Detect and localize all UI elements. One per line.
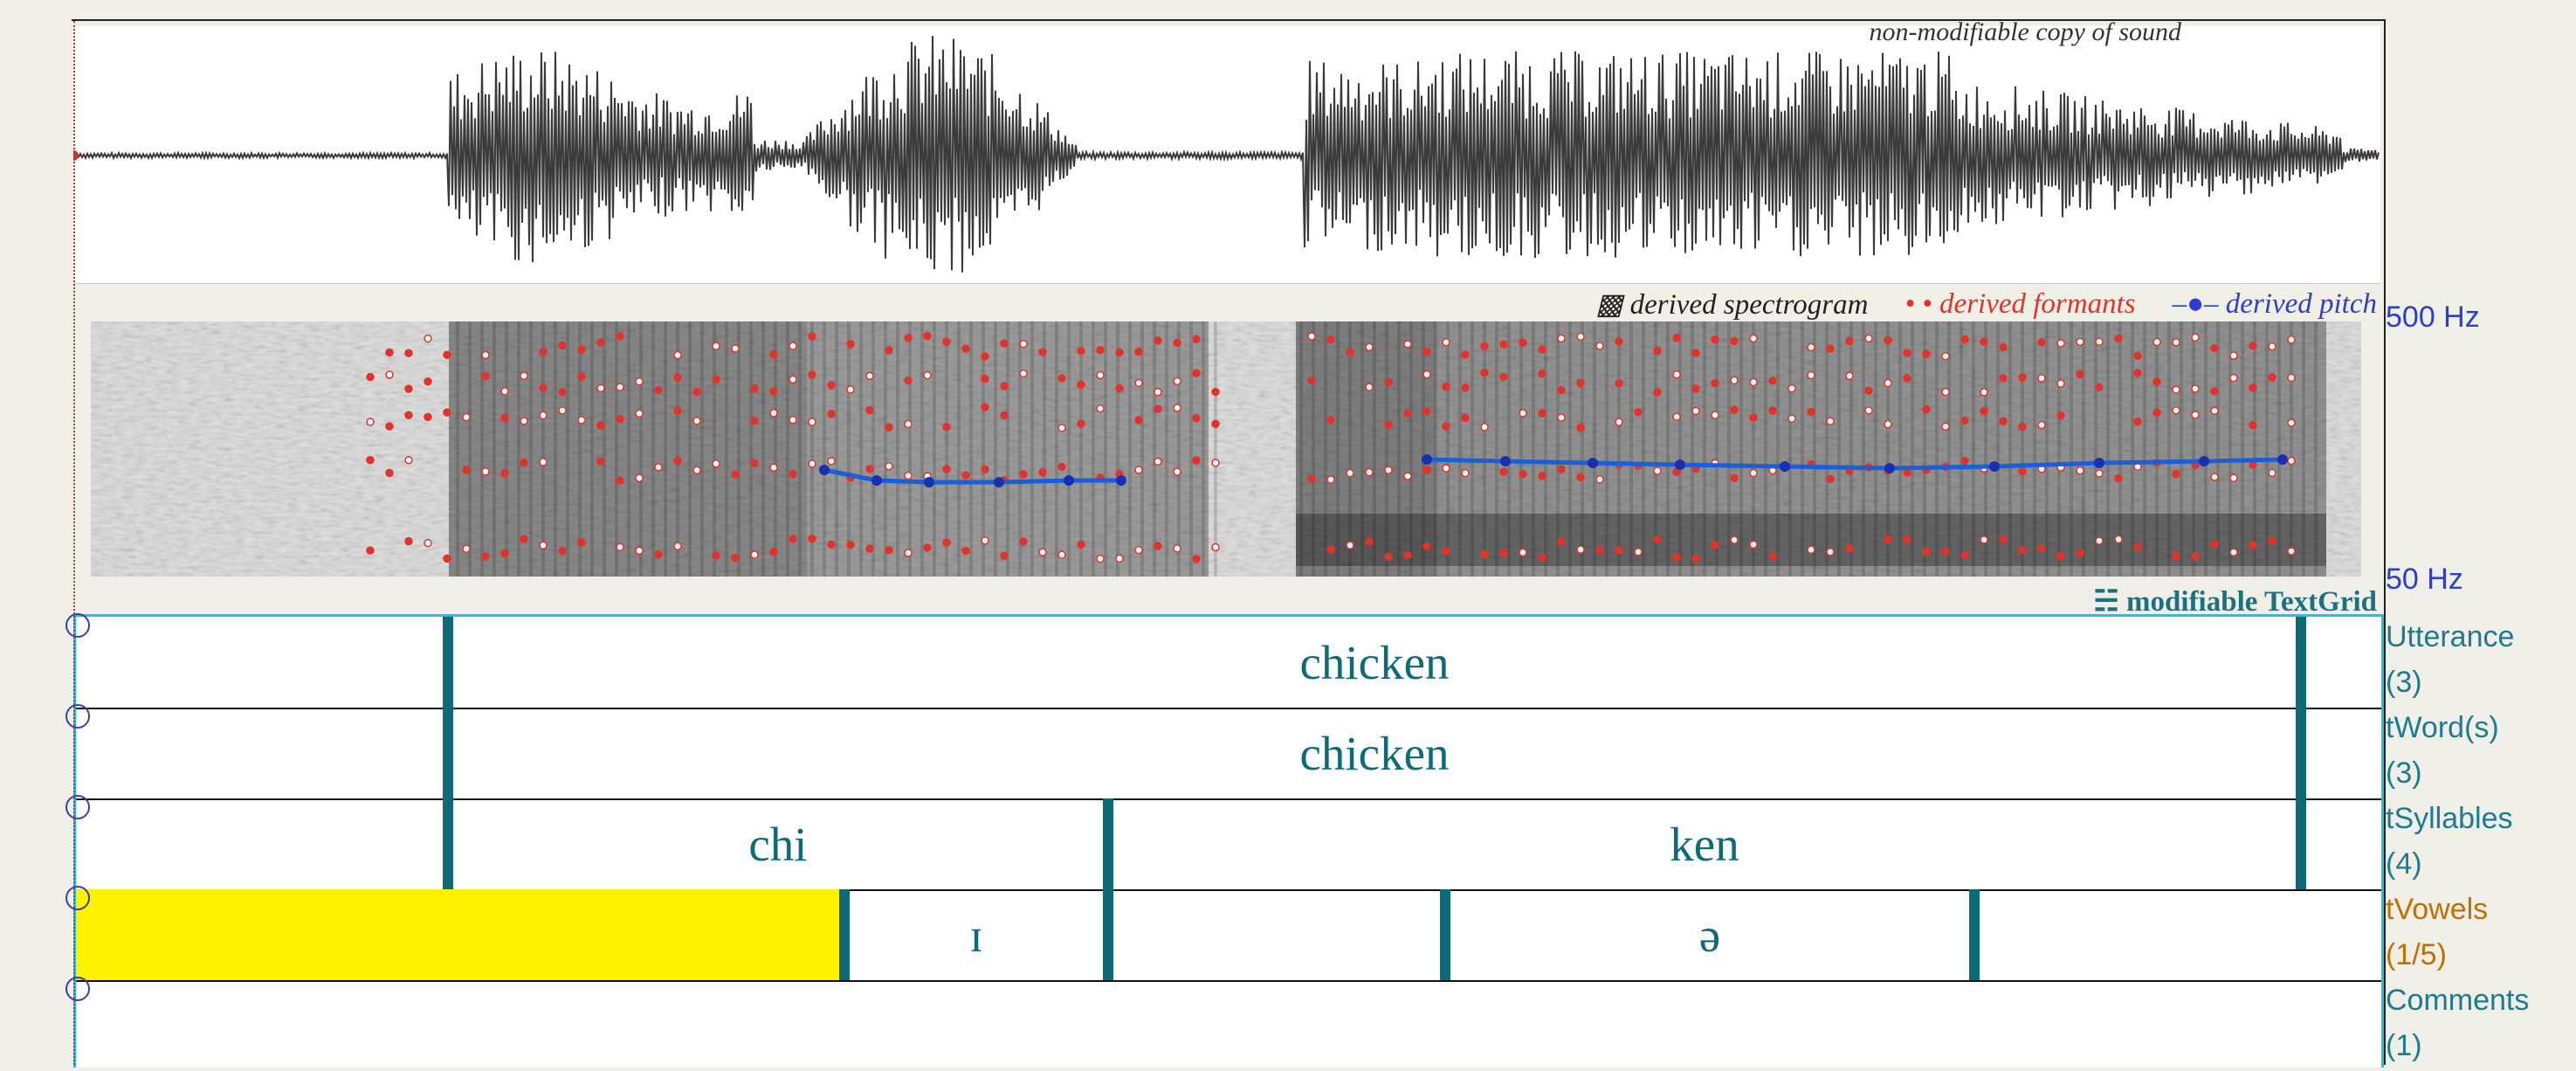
boundary[interactable] [1103,889,1113,980]
interval[interactable] [1980,889,2381,980]
tier-count: (3) [2386,757,2422,790]
interval[interactable]: chicken [1299,726,1450,780]
spectrogram-legend: ▩ derived spectrogram • • derived forman… [1595,287,2377,321]
selected-interval[interactable] [76,889,839,980]
interval[interactable] [2306,798,2381,889]
boundary[interactable] [2296,798,2306,889]
interval[interactable] [76,708,443,798]
tier-comments[interactable] [65,977,2381,1071]
boundary[interactable] [2296,708,2306,798]
tier-circle-icon[interactable] [65,886,90,910]
pitch-top-label: 500 Hz [2386,301,2480,334]
boundary[interactable] [443,798,453,889]
interval[interactable]: chicken [1299,635,1450,689]
textgrid-panel[interactable]: chicken chicken chi ken ɪ ə [65,613,2384,1071]
interval[interactable]: ɪ [969,908,983,962]
boundary[interactable] [2296,617,2306,708]
legend-formants: • • derived formants [1904,287,2136,320]
time-cursor[interactable] [73,21,75,1065]
interval[interactable] [76,617,443,708]
interval[interactable]: ə [1698,908,1721,962]
sound-label: non-modifiable copy of sound [1869,17,2181,46]
spectrogram-panel[interactable] [91,321,2361,577]
editor-right-border [2384,19,2386,1065]
tier-circle-icon[interactable] [65,613,90,638]
tier-count: (1/5) [2386,938,2447,971]
pitch-bottom-label: 50 Hz [2386,563,2463,596]
interval[interactable]: chi [748,817,808,871]
tier-name-label: Comments [2386,984,2530,1017]
boundary[interactable] [1440,889,1450,980]
spectrogram [91,321,2361,577]
tier-name-syllables[interactable]: tSyllables (4) [2386,796,2513,887]
tier-name-utterance[interactable]: Utterance (3) [2386,614,2514,705]
tier-count: (4) [2386,847,2422,881]
boundary[interactable] [443,708,453,798]
interval[interactable] [76,798,443,889]
boundary[interactable] [1103,798,1113,889]
waveform-panel[interactable]: non-modifiable copy of sound [73,17,2380,284]
interval[interactable]: ken [1670,817,1739,871]
tier-utterance[interactable]: chicken [65,613,2381,709]
tier-name-label: Utterance [2386,620,2515,653]
boundary[interactable] [443,617,453,708]
tier-name-label: tSyllables [2386,802,2513,835]
tier-circle-icon[interactable] [65,704,90,729]
tier-name-vowels[interactable]: tVowels (1/5) [2386,887,2488,978]
interval[interactable] [2306,708,2381,798]
waveform [73,36,2380,273]
interval[interactable] [1113,889,1440,980]
tier-name-label: tVowels [2386,893,2489,926]
tier-name-words[interactable]: tWord(s) (3) [2386,705,2499,796]
tier-vowels[interactable]: ɪ ə [65,886,2381,982]
boundary[interactable] [839,889,850,980]
tier-count: (1) [2386,1029,2422,1062]
legend-pitch: –●– derived pitch [2172,287,2377,320]
interval[interactable] [76,980,2381,1071]
tier-name-label: tWord(s) [2386,711,2499,744]
tier-name-comments[interactable]: Comments (1) [2386,978,2529,1068]
tier-words[interactable]: chicken [65,704,2381,800]
tier-count: (3) [2386,666,2422,699]
tier-circle-icon[interactable] [65,795,90,819]
legend-spectrogram: ▩ derived spectrogram [1595,289,1869,321]
tier-syllables[interactable]: chi ken [65,795,2381,891]
tier-circle-icon[interactable] [65,977,90,1001]
interval[interactable] [2306,617,2381,708]
boundary[interactable] [1969,889,1980,980]
textgrid-title: ☵ modifiable TextGrid [2093,586,2377,618]
editor-top-border [72,19,2386,21]
